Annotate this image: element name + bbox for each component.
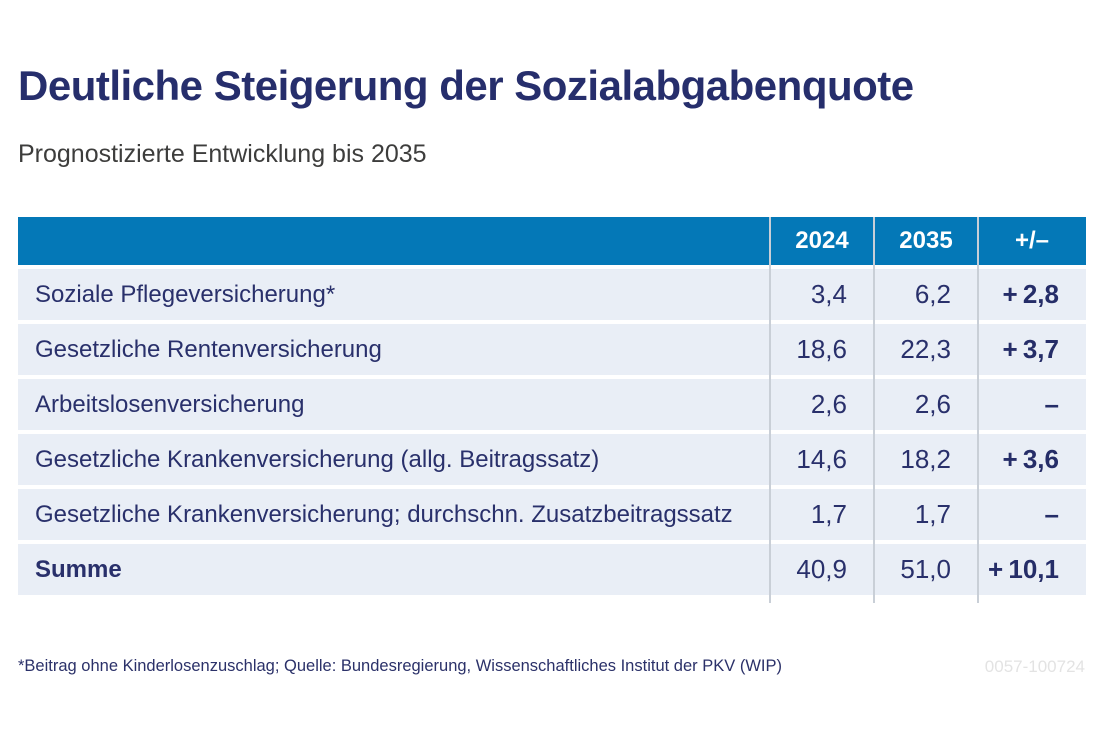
table-row-krankenversicherung-zusatz: Gesetzliche Krankenversicherung; durchsc… (18, 489, 1086, 540)
figure-id: 0057-100724 (984, 657, 1085, 676)
value-2035: 51,0 (900, 554, 951, 584)
table-row-summe: Summe 40,9 51,0 + 10,1 (18, 544, 1086, 595)
header-2024: 2024 (795, 227, 849, 254)
table-row-rentenversicherung: Gesetzliche Rentenversicherung 18,6 22,3… (18, 324, 1086, 375)
source-footnote: *Beitrag ohne Kinderlosenzuschlag; Quell… (18, 657, 782, 675)
page-subtitle: Prognostizierte Entwicklung bis 2035 (18, 140, 427, 168)
column-separator (873, 217, 875, 603)
value-delta: – (1044, 499, 1059, 529)
value-2035: 6,2 (914, 279, 951, 309)
row-label: Gesetzliche Rentenversicherung (35, 335, 382, 363)
table-header-row: 2024 2035 +/– (18, 217, 1086, 265)
row-label: Gesetzliche Krankenversicherung; durchsc… (35, 500, 733, 528)
value-2024: 1,7 (810, 499, 847, 529)
value-2035: 2,6 (914, 389, 951, 419)
header-2035: 2035 (899, 227, 953, 254)
value-delta: – (1044, 389, 1059, 419)
row-label: Soziale Pflegeversicherung* (35, 280, 336, 308)
value-2024: 2,6 (810, 389, 847, 419)
table-row-arbeitslosenversicherung: Arbeitslosenversicherung 2,6 2,6 – (18, 379, 1086, 430)
value-delta: + 2,8 (1002, 279, 1059, 309)
value-delta: + 3,7 (1002, 334, 1059, 364)
row-label: Arbeitslosenversicherung (35, 390, 305, 418)
row-label: Summe (35, 555, 122, 583)
data-table: 2024 2035 +/– Soziale Pflegeversicherung… (18, 217, 1086, 603)
value-2035: 18,2 (900, 444, 951, 474)
value-2024: 40,9 (796, 554, 847, 584)
table-row-krankenversicherung-allg: Gesetzliche Krankenversicherung (allg. B… (18, 434, 1086, 485)
value-2035: 1,7 (914, 499, 951, 529)
column-separator (977, 217, 979, 603)
page-title: Deutliche Steigerung der Sozialabgabenqu… (18, 62, 914, 109)
table-row-pflegeversicherung: Soziale Pflegeversicherung* 3,4 6,2 + 2,… (18, 269, 1086, 320)
value-2024: 3,4 (810, 279, 847, 309)
value-2024: 14,6 (796, 444, 847, 474)
value-delta: + 3,6 (1002, 444, 1059, 474)
value-2035: 22,3 (900, 334, 951, 364)
value-2024: 18,6 (796, 334, 847, 364)
header-delta: +/– (1014, 227, 1050, 254)
row-label: Gesetzliche Krankenversicherung (allg. B… (35, 445, 600, 473)
column-separator (769, 217, 771, 603)
value-delta: + 10,1 (988, 554, 1059, 584)
